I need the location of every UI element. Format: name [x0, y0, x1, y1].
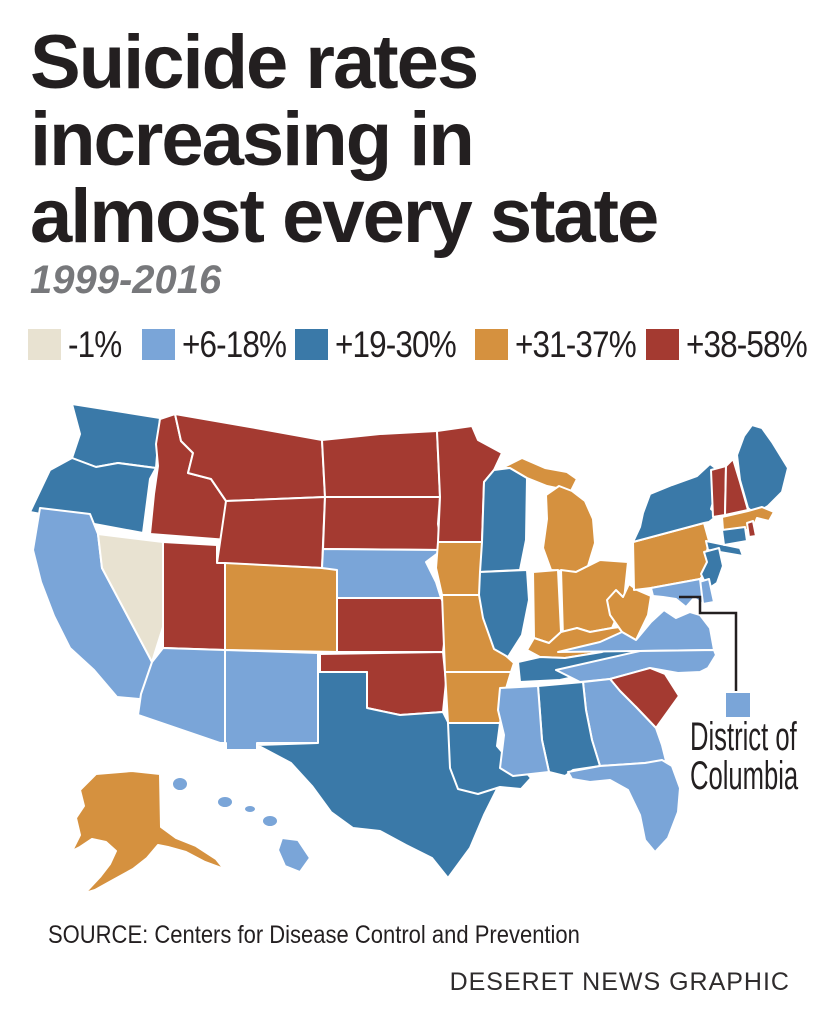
legend-item-decrease: -1% — [28, 324, 131, 365]
state-district-of-columbia-swatch — [726, 693, 750, 717]
legend-label-highest: +38-58% — [686, 324, 808, 365]
state-florida — [567, 759, 681, 853]
legend-swatch-decrease — [28, 329, 61, 360]
state-wisconsin — [479, 467, 528, 573]
state-nevada — [97, 533, 164, 663]
dc-label-line-1: District of — [690, 715, 797, 759]
state-montana — [174, 413, 326, 502]
legend-swatch-low — [142, 329, 175, 360]
state-new-mexico — [224, 649, 319, 751]
state-arizona — [137, 647, 226, 744]
state-utah — [162, 541, 226, 651]
state-kansas — [336, 597, 449, 653]
state-indiana — [532, 569, 562, 644]
legend-item-mid: +19-30% — [295, 324, 477, 365]
state-connecticut — [721, 526, 748, 546]
state-michigan — [501, 457, 596, 573]
source-credit: SOURCE: Centers for Disease Control and … — [48, 921, 580, 949]
title-line-3: almost every state — [30, 174, 659, 259]
legend-swatch-high — [475, 329, 508, 360]
legend-label-low: +6-18% — [182, 324, 287, 365]
state-colorado — [224, 562, 338, 653]
legend-label-high: +31-37% — [515, 324, 637, 365]
state-louisiana — [447, 722, 532, 795]
publisher-credit: DESERET NEWS GRAPHIC — [449, 968, 790, 996]
state-north-dakota — [321, 430, 441, 498]
state-alaska — [71, 770, 225, 894]
state-rhode-island — [746, 520, 757, 538]
state-illinois — [478, 569, 530, 658]
subtitle-years: 1999-2016 — [30, 258, 222, 302]
state-south-dakota — [322, 496, 443, 551]
legend-item-high: +31-37% — [475, 324, 657, 365]
state-texas — [256, 671, 503, 879]
legend: -1% +6-18% +19-30% +31-37% +38-58% — [0, 324, 826, 365]
dc-callout-label: District of Columbia — [690, 715, 799, 798]
page-title: Suicide rates increasing in almost every… — [30, 24, 810, 255]
legend-swatch-highest — [646, 329, 679, 360]
legend-swatch-mid — [295, 329, 328, 360]
state-hawaii — [171, 776, 311, 873]
dc-callout-line — [679, 595, 738, 691]
title-line-1: Suicide rates — [30, 20, 479, 105]
legend-item-highest: +38-58% — [646, 324, 826, 365]
state-wyoming — [216, 496, 326, 569]
legend-label-decrease: -1% — [68, 324, 122, 365]
state-vermont — [710, 465, 727, 518]
state-nebraska — [321, 548, 443, 599]
title-line-2: increasing in — [30, 97, 475, 182]
legend-label-mid: +19-30% — [335, 324, 457, 365]
state-mississippi — [497, 685, 550, 777]
state-maryland — [650, 578, 704, 608]
dc-label-line-2: Columbia — [690, 754, 799, 798]
state-new-hampshire — [724, 458, 749, 516]
state-washington — [71, 403, 161, 469]
state-west-virginia — [606, 583, 652, 641]
legend-item-low: +6-18% — [142, 324, 305, 365]
us-choropleth-map — [0, 390, 826, 925]
